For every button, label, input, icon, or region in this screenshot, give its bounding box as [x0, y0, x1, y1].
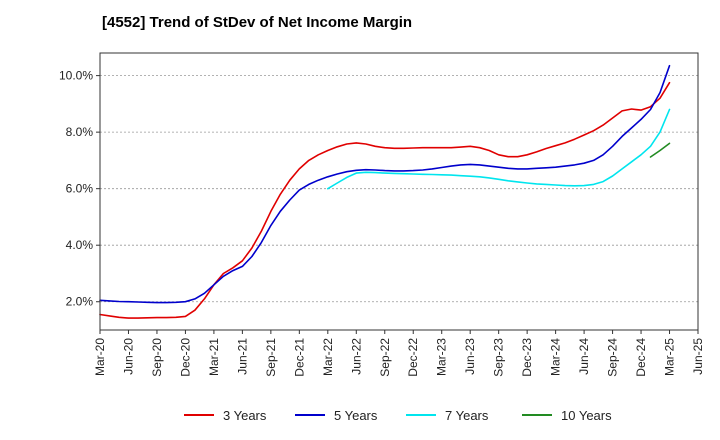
chart-title: [4552] Trend of StDev of Net Income Marg…	[102, 14, 413, 31]
legend: 3 Years 5 Years 7 Years 10 Years	[184, 408, 612, 423]
x-axis-ticks: Mar-20 Jun-20 Sep-20 Dec-20 Mar-21 Jun-21 Sep-…	[93, 330, 705, 377]
x-tick-label: Dec-24	[634, 338, 648, 377]
x-tick-label: Dec-20	[178, 338, 192, 377]
x-tick-label: Jun-23	[463, 338, 477, 375]
series-line-7-years	[326, 108, 671, 190]
y-tick-label: 6.0%	[66, 182, 94, 196]
series-line-5-years	[99, 64, 671, 304]
y-tick-label: 4.0%	[66, 238, 94, 252]
x-tick-label: Mar-24	[549, 338, 563, 376]
x-tick-label: Dec-21	[292, 338, 306, 377]
x-tick-label: Sep-23	[492, 338, 506, 377]
x-tick-label: Sep-21	[264, 338, 278, 377]
y-tick-label: 8.0%	[66, 125, 94, 139]
grid-lines	[100, 75, 698, 303]
x-tick-label: Jun-25	[691, 338, 705, 375]
legend-label: 5 Years	[334, 408, 378, 423]
series-lines	[99, 64, 671, 319]
series-line-10-years	[649, 142, 671, 158]
x-tick-label: Jun-24	[577, 338, 591, 375]
legend-label: 3 Years	[223, 408, 267, 423]
x-tick-label: Mar-23	[435, 338, 449, 376]
x-tick-label: Sep-22	[378, 338, 392, 377]
x-tick-label: Sep-24	[606, 338, 620, 377]
x-tick-label: Dec-23	[520, 338, 534, 377]
x-tick-label: Sep-20	[150, 338, 164, 377]
plot-frame	[99, 52, 699, 331]
y-tick-label: 2.0%	[66, 295, 94, 309]
y-tick-label: 10.0%	[59, 69, 93, 83]
x-tick-label: Mar-20	[93, 338, 107, 376]
x-tick-label: Jun-21	[235, 338, 249, 375]
series-line-3-years	[99, 81, 671, 319]
x-tick-label: Mar-21	[207, 338, 221, 376]
legend-label: 7 Years	[445, 408, 489, 423]
x-tick-label: Mar-22	[321, 338, 335, 376]
x-tick-label: Mar-25	[663, 338, 677, 376]
x-tick-label: Dec-22	[406, 338, 420, 377]
y-axis-ticks: 2.0% 4.0% 6.0% 8.0% 10.0%	[59, 69, 100, 309]
x-tick-label: Jun-20	[121, 338, 135, 375]
x-tick-label: Jun-22	[349, 338, 363, 375]
legend-label: 10 Years	[561, 408, 612, 423]
